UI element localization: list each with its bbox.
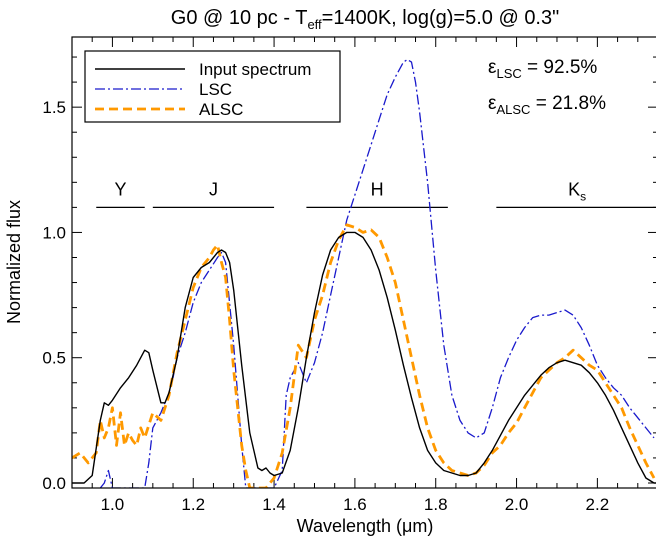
x-tick-label: 1.2 <box>181 495 205 514</box>
legend-label-input: Input spectrum <box>199 60 311 79</box>
x-axis-label: Wavelength (μm) <box>297 516 434 536</box>
series-line-input-spectrum <box>72 231 656 484</box>
efficiency-alsc-sub: ALSC <box>496 102 530 117</box>
efficiency-alsc-value: = 21.8% <box>530 93 606 114</box>
chart-title: G0 @ 10 pc - Teff=1400K, log(g)=5.0 @ 0.… <box>171 7 559 32</box>
legend: Input spectrum LSC ALSC <box>84 50 341 123</box>
axes: 1.0 1.2 1.4 1.6 1.8 2.0 2.2 0.0 0.5 1.0 1.5 <box>42 37 656 514</box>
title-pre: G0 @ 10 pc - T <box>171 7 308 29</box>
x-tick-label: 1.0 <box>101 495 125 514</box>
series-line-lsc <box>99 58 655 488</box>
band-label: Ks <box>568 179 586 203</box>
efficiency-annotations: εLSC = 92.5% εALSC = 21.8% <box>488 57 606 117</box>
band-label: Y <box>114 179 126 199</box>
x-tick-label: 1.4 <box>262 495 286 514</box>
series-group <box>72 58 656 488</box>
efficiency-lsc-value: = 92.5% <box>522 57 598 78</box>
efficiency-lsc-sub: LSC <box>496 66 521 81</box>
x-tick-label: 1.6 <box>343 495 367 514</box>
band-label: H <box>371 179 384 199</box>
y-tick-label: 1.0 <box>42 223 66 242</box>
series-line-alsc <box>72 223 656 488</box>
title-sub: eff <box>307 17 322 32</box>
plot-area <box>72 58 656 488</box>
title-post: =1400K, log(g)=5.0 @ 0.3" <box>322 7 560 29</box>
efficiency-lsc-symbol: ε <box>488 57 497 78</box>
y-tick-label: 1.5 <box>42 98 66 117</box>
plot-frame <box>71 36 656 489</box>
legend-label-lsc: LSC <box>199 80 232 99</box>
legend-label-alsc: ALSC <box>199 100 243 119</box>
y-tick-label: 0.5 <box>42 349 66 368</box>
x-tick-label: 2.2 <box>586 495 610 514</box>
y-axis-label: Normalized flux <box>4 200 24 324</box>
x-tick-label: 2.0 <box>505 495 529 514</box>
efficiency-alsc-symbol: ε <box>488 93 497 114</box>
band-label: J <box>209 179 218 199</box>
efficiency-alsc: εALSC = 21.8% <box>488 93 606 117</box>
band-labels: Y J H Ks <box>96 179 656 209</box>
y-tick-label: 0.0 <box>42 474 66 493</box>
x-tick-label: 1.8 <box>424 495 448 514</box>
efficiency-lsc: εLSC = 92.5% <box>488 57 597 81</box>
